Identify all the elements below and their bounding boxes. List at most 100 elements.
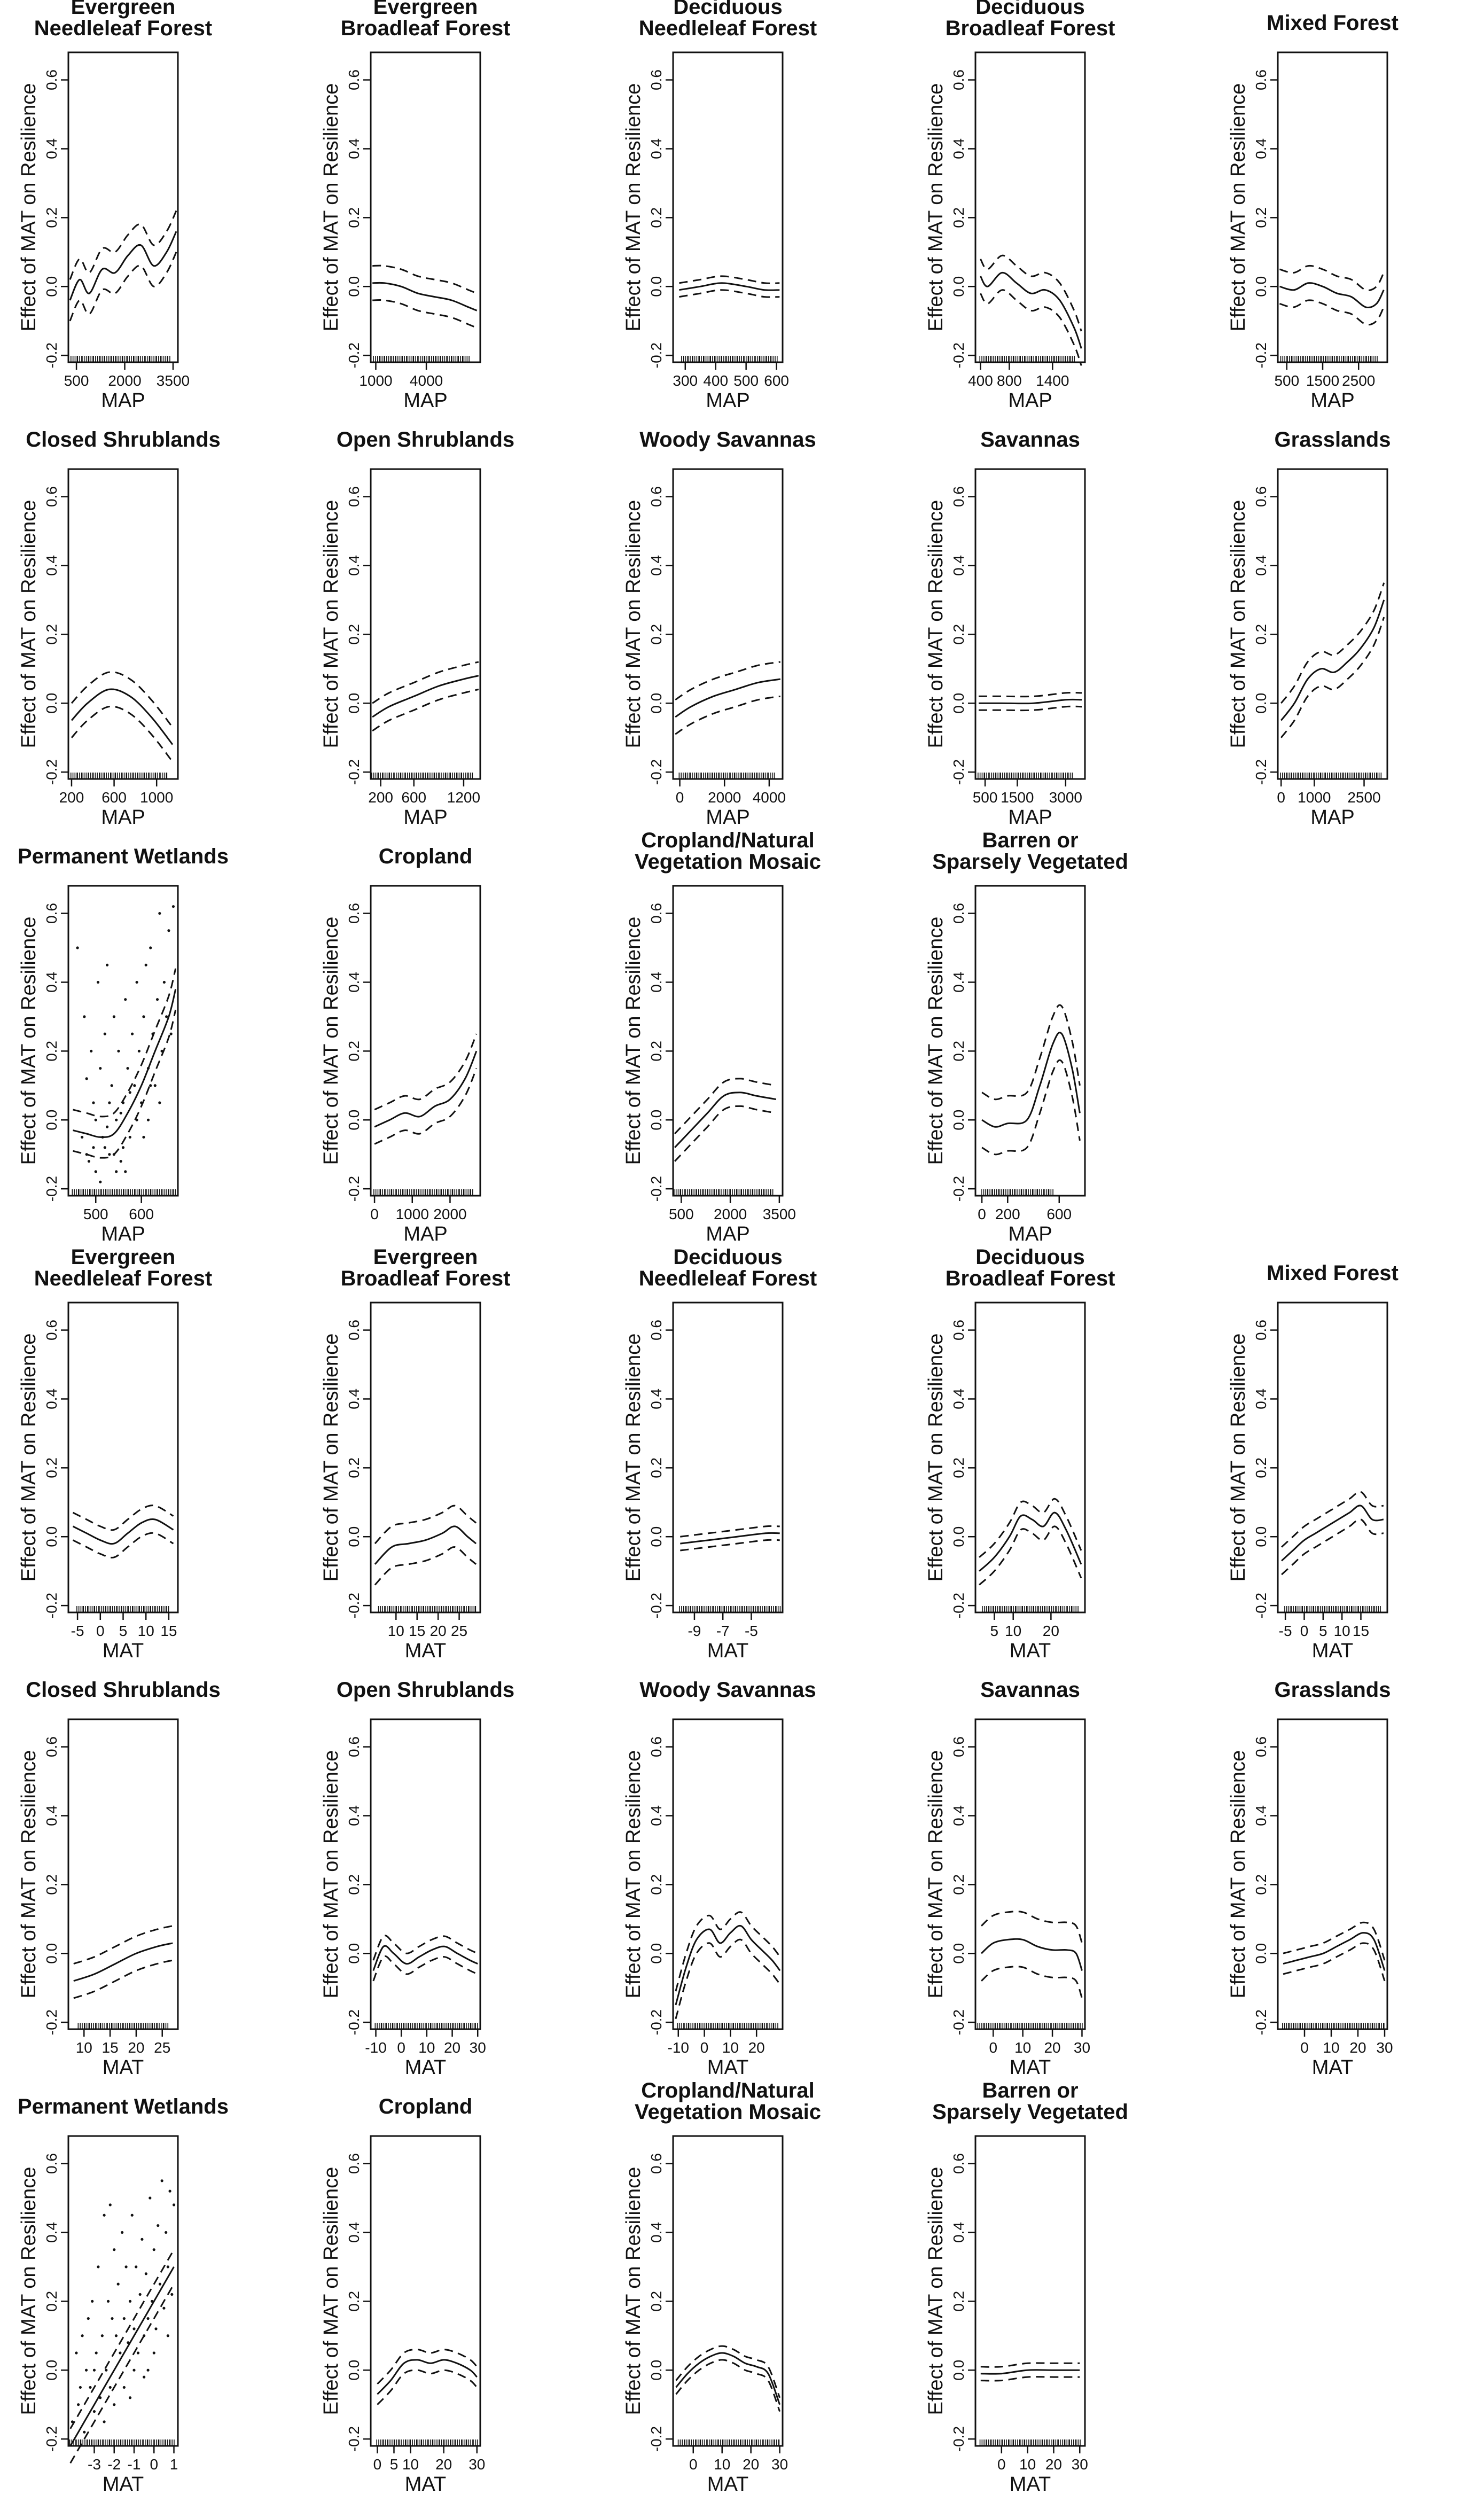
x-axis-label: MAT (707, 1640, 748, 1662)
data-point (155, 998, 159, 1001)
upper-band-line (680, 1525, 780, 1538)
panel-title: Needleleaf Forest (639, 17, 817, 40)
upper-band-line (374, 1505, 477, 1545)
x-tick-label: -3 (88, 2456, 101, 2473)
data-point (106, 963, 109, 966)
data-point (172, 2203, 176, 2207)
data-point (103, 1032, 106, 1035)
x-tick-label: 2000 (433, 1206, 466, 1222)
data-point (116, 2282, 120, 2286)
y-axis-label: Effect of MAT on Resilience (18, 2167, 40, 2415)
upper-band-line (1283, 1921, 1386, 1961)
y-tick-label: -0.2 (648, 1593, 665, 1618)
upper-band-line (1281, 1491, 1384, 1548)
data-point (119, 2351, 122, 2355)
x-axis-label: MAP (1008, 389, 1052, 412)
x-tick-label: 30 (771, 2456, 788, 2473)
fit-line (980, 2369, 1080, 2375)
upper-band-line (69, 210, 177, 280)
data-point (169, 1032, 173, 1035)
data-point (132, 2327, 136, 2330)
x-tick-label: -9 (688, 1623, 701, 1639)
panel-title: Broadleaf Forest (946, 17, 1115, 40)
x-axis-label: MAT (405, 2473, 446, 2496)
fit-line (675, 2352, 781, 2405)
x-tick-label: 400 (968, 372, 993, 389)
y-axis-label: Effect of MAT on Resilience (925, 1334, 947, 1582)
data-point (142, 1015, 145, 1018)
x-tick-label: -1 (128, 2456, 141, 2473)
fit-line (71, 688, 174, 745)
data-point (128, 1135, 131, 1139)
y-tick-label: -0.2 (950, 2426, 967, 2452)
y-tick-label: 0.0 (648, 1526, 665, 1547)
x-tick-label: 400 (703, 372, 728, 389)
fit-line (979, 698, 1082, 705)
y-axis-label: Effect of MAT on Resilience (925, 2167, 947, 2415)
y-axis-label: Effect of MAT on Resilience (622, 500, 645, 749)
y-tick-label: 0.4 (43, 1805, 60, 1826)
data-point (162, 980, 166, 984)
x-tick-label: 2000 (708, 789, 741, 806)
lower-band-line (71, 705, 174, 762)
y-tick-label: 0.2 (950, 207, 967, 228)
y-tick-label: 0.2 (346, 1874, 362, 1895)
y-tick-label: 0.4 (43, 972, 60, 993)
x-tick-label: 15 (102, 2039, 119, 2056)
plot-frame (67, 51, 179, 363)
panel-title: Sparsely Vegetated (932, 2100, 1128, 2124)
x-tick-label: 10 (714, 2456, 730, 2473)
lower-band-line (980, 2376, 1080, 2382)
y-tick-label: 0.2 (346, 1041, 362, 1062)
y-tick-label: 0.0 (43, 693, 60, 714)
plot-frame (672, 2135, 784, 2447)
data-point (89, 2386, 92, 2389)
data-point (108, 2386, 112, 2389)
y-tick-label: -0.2 (648, 2426, 665, 2452)
x-tick-label: 0 (1277, 789, 1285, 806)
y-tick-label: 0.2 (43, 1874, 60, 1895)
data-point (132, 2368, 136, 2372)
x-tick-label: 1200 (447, 789, 480, 806)
x-tick-label: 600 (764, 372, 789, 389)
x-tick-label: 0 (373, 2456, 382, 2473)
data-point (95, 2351, 98, 2355)
x-tick-label: 10 (1334, 1623, 1350, 1639)
fit-line (73, 988, 177, 1138)
data-point (94, 1170, 97, 1173)
x-axis-label: MAP (1008, 1223, 1052, 1245)
x-axis-label: MAP (1310, 806, 1354, 829)
y-tick-label: 0.6 (1253, 69, 1269, 90)
lower-band-line (69, 2283, 175, 2464)
x-axis-label: MAT (103, 1640, 144, 1662)
data-point (124, 1170, 127, 1173)
y-tick-label: -0.2 (1253, 1593, 1269, 1618)
y-tick-label: 0.0 (43, 1943, 60, 1964)
y-axis-label: Effect of MAT on Resilience (18, 1334, 40, 1582)
data-point (119, 1111, 122, 1114)
y-tick-label: 0.0 (1253, 1943, 1269, 1964)
panel-title: Grasslands (1275, 428, 1391, 451)
x-axis-label: MAT (1010, 2473, 1051, 2496)
x-tick-label: 300 (673, 372, 698, 389)
y-tick-label: -0.2 (648, 2009, 665, 2035)
x-tick-label: 10 (722, 2039, 739, 2056)
x-tick-label: 1 (170, 2456, 178, 2473)
plot-frame (67, 1301, 179, 1614)
panel-title: Savannas (980, 1678, 1080, 1702)
panel-title: Deciduous (673, 0, 782, 19)
data-point (85, 1077, 88, 1080)
x-tick-label: 10 (76, 2039, 92, 2056)
data-point (152, 2248, 155, 2251)
x-tick-label: 600 (129, 1206, 154, 1222)
plot-frame (1277, 468, 1388, 780)
panel-title: Cropland/Natural (641, 829, 814, 852)
y-axis-label: Effect of MAT on Resilience (925, 500, 947, 749)
data-point (94, 1118, 97, 1121)
plot-frame (370, 2135, 481, 2447)
x-tick-label: 2000 (714, 1206, 747, 1222)
